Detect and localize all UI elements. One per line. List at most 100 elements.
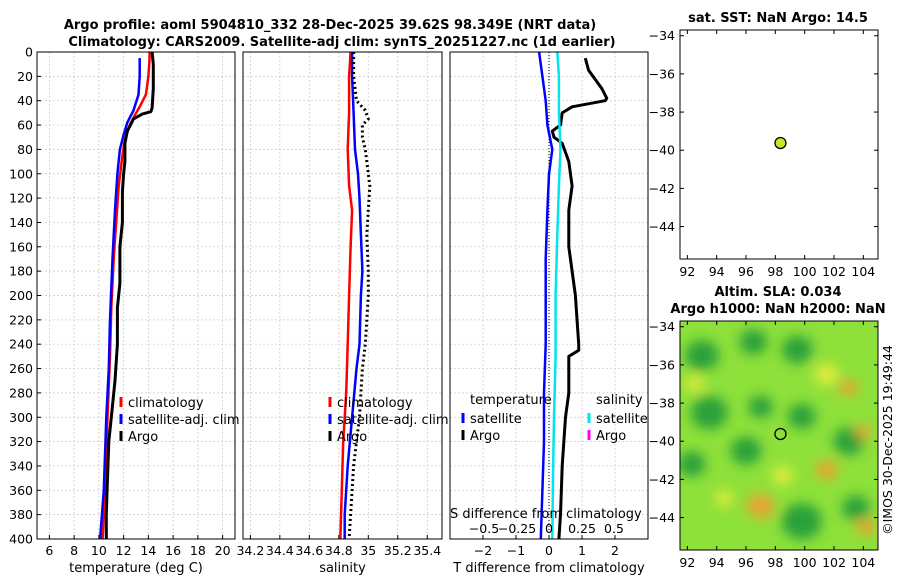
salinity-frame [242, 51, 443, 540]
sst_map-ytick-label: −44 [649, 219, 675, 234]
s-difference-tick-label: −0.5 [469, 521, 499, 536]
depth-tick-label: 280 [9, 385, 33, 400]
sla-blob-warm [839, 379, 858, 397]
depth-tick-label: 80 [17, 142, 33, 157]
sla_map-ytick-label: −34 [649, 319, 675, 334]
difference-xtick-label: 1 [578, 543, 586, 558]
sla-blob-dark [842, 495, 870, 521]
sla-blob-yellow [771, 465, 794, 486]
temperature-xtick-label: 6 [45, 543, 53, 558]
sla_map-panel: 92 94 96 98 100 102 104 −34 −36 −38 −40 −42 −44 [649, 319, 879, 570]
sla-blob-dark [680, 451, 706, 477]
sla-blob-dark [690, 395, 728, 430]
difference-frame [449, 51, 649, 540]
timestamp-label: ©IMOS 30-Dec-2025 19:49:44 [880, 345, 895, 535]
salinity-xtick-label: 35 [360, 543, 376, 558]
sla_map-ytick-label: −44 [649, 510, 675, 525]
difference-legend-title: temperature [470, 393, 552, 408]
salinity-xtick-label: 35.2 [384, 543, 412, 558]
s-difference-tick-label: −0.25 [498, 521, 536, 536]
temperature-xtick-label: 12 [116, 543, 132, 558]
temperature-legend-label: satellite-adj. clim [128, 413, 240, 428]
s-difference-tick-label: 0.25 [568, 521, 596, 536]
sla-map-title-line2: Argo h1000: NaN h2000: NaN [670, 302, 885, 317]
difference-xtick-label: −1 [507, 543, 525, 558]
temperature-legend-label: Argo [128, 430, 158, 445]
sst_map-xtick-label: 100 [793, 264, 817, 279]
sla_map-xtick-label: 96 [738, 555, 754, 570]
sla_map-xtick-label: 92 [679, 555, 695, 570]
depth-tick-label: 240 [9, 337, 33, 352]
argo-position-marker [774, 427, 787, 441]
salinity-panel: 34.2 34.4 34.6 34.8 35 35.2 35.4 salinity climat… [236, 51, 449, 576]
depth-tick-label: 160 [9, 239, 33, 254]
difference-legend-label: Argo [470, 429, 500, 444]
depth-tick-label: 140 [9, 215, 33, 230]
temperature-xtick-label: 10 [91, 543, 107, 558]
depth-tick-label: 300 [9, 410, 33, 425]
salinity-xlabel: salinity [319, 561, 366, 576]
sla_map-ytick-label: −40 [649, 434, 675, 449]
salinity-xtick-label: 35.4 [413, 543, 441, 558]
sla-blob-dark [787, 403, 816, 429]
depth-tick-label: 400 [9, 532, 33, 547]
sla-blob-dark [781, 503, 822, 540]
sla-blob-warm [746, 493, 775, 519]
salinity-legend-label: satellite-adj. clim [337, 413, 449, 428]
sla_map-ytick-label: −36 [649, 357, 675, 372]
salinity-xtick-label: 34.2 [236, 543, 264, 558]
sla-field-layer [680, 329, 876, 540]
sst_map-ytick-label: −42 [649, 181, 675, 196]
sst_map-xtick-label: 96 [738, 264, 754, 279]
difference-series-salinity-satellite [551, 51, 562, 540]
sla_map-frame [679, 320, 879, 551]
difference-panel: −2 −1 0 1 2 T difference from climatology temp… [449, 51, 649, 576]
depth-tick-label: 40 [17, 93, 33, 108]
sla_map-xtick-label: 104 [851, 555, 875, 570]
argo-position-marker [774, 136, 787, 150]
difference-xtick-label: 0 [545, 543, 553, 558]
sst_map-ytick-label: −38 [649, 105, 675, 120]
depth-tick-label: 320 [9, 434, 33, 449]
sla_map-xtick-label: 98 [767, 555, 783, 570]
depth-tick-label: 220 [9, 312, 33, 327]
salinity-series-argo [347, 52, 372, 540]
temperature-xlabel: temperature (deg C) [69, 561, 203, 576]
sla_map-xtick-label: 100 [793, 555, 817, 570]
s-difference-label: S difference from climatology [450, 507, 642, 522]
depth-tick-label: 60 [17, 118, 33, 133]
main-title-line1: Argo profile: aoml 5904810_332 28-Dec-20… [64, 18, 596, 33]
sla-blob-dark [781, 335, 813, 364]
sst_map-panel: 92 94 96 98 100 102 104 −34 −36 −38 −40 −42 −44 [649, 28, 879, 279]
sla-blob-yellow [714, 490, 734, 507]
sst_map-ytick-label: −40 [649, 143, 675, 158]
sla-blob-warm [857, 518, 876, 536]
temperature-series-satellite-adj-clim [98, 58, 141, 540]
sst_map-xtick-label: 92 [679, 264, 695, 279]
depth-tick-label: 0 [25, 45, 33, 60]
sst_map-xtick-label: 98 [767, 264, 783, 279]
sla-blob-dark [739, 329, 768, 355]
sst_map-xtick-label: 94 [709, 264, 725, 279]
difference-legend-label: Argo [596, 429, 626, 444]
difference-xtick-label: −2 [474, 543, 492, 558]
sla_map-ytick-label: −42 [649, 472, 675, 487]
temperature-xtick-label: 16 [165, 543, 181, 558]
difference-xlabel: T difference from climatology [452, 561, 645, 576]
depth-tick-label: 380 [9, 507, 33, 522]
depth-tick-label: 260 [9, 361, 33, 376]
sla-blob-warm [855, 424, 872, 439]
sla_map-xtick-label: 94 [709, 555, 725, 570]
salinity-xtick-label: 34.6 [295, 543, 323, 558]
sst_map-xtick-label: 104 [851, 264, 875, 279]
sla-blob-dark [730, 436, 762, 465]
temperature-xtick-label: 14 [140, 543, 156, 558]
sst_map-ytick-label: −34 [649, 28, 675, 43]
s-difference-tick-label: 0 [545, 521, 553, 536]
difference-series-temperature-satellite [537, 51, 554, 540]
salinity-xtick-label: 34.4 [266, 543, 294, 558]
depth-tick-label: 120 [9, 191, 33, 206]
difference-series-temperature-argo [550, 57, 609, 540]
sst-map-title: sat. SST: NaN Argo: 14.5 [688, 11, 868, 26]
